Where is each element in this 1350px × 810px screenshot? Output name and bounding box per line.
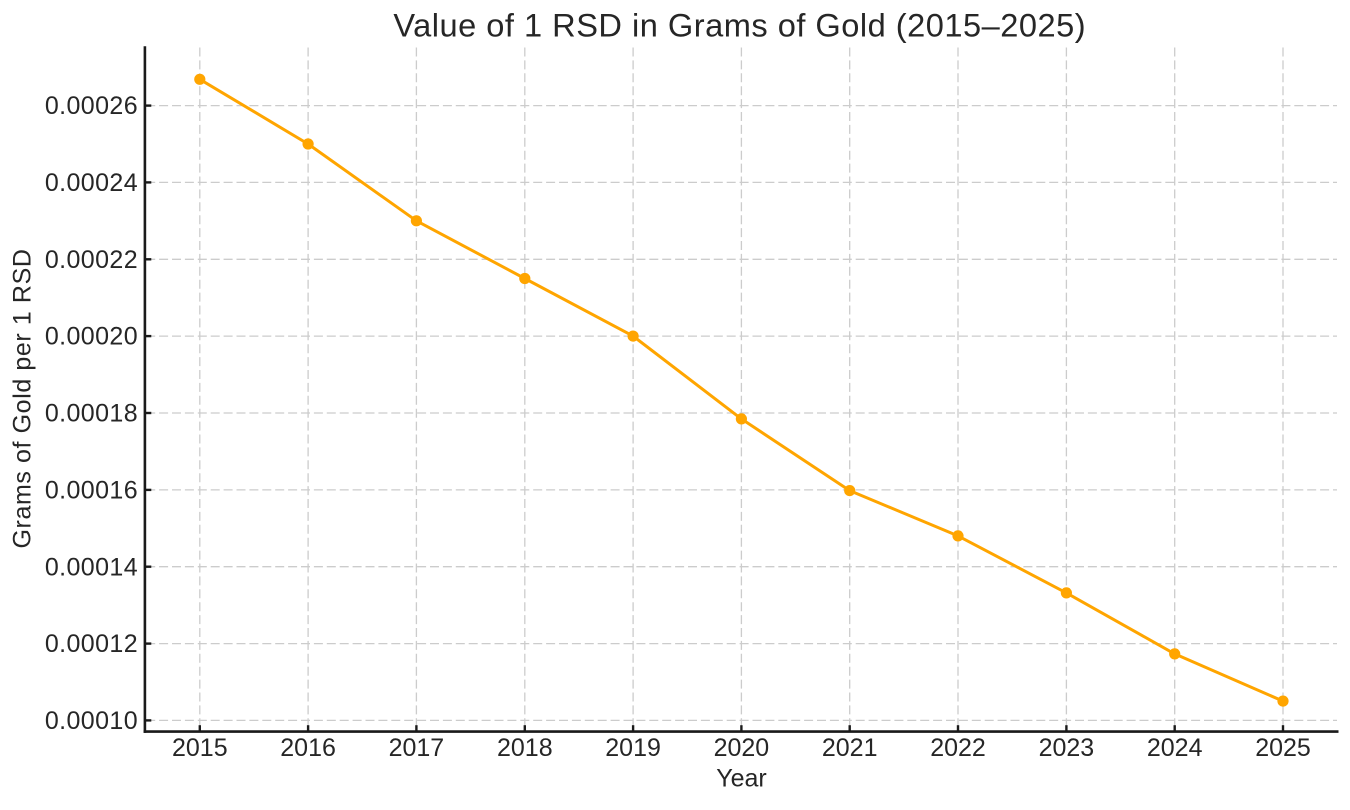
svg-text:2025: 2025 [1255, 734, 1311, 762]
svg-text:0.00016: 0.00016 [45, 477, 138, 505]
svg-text:2020: 2020 [714, 734, 770, 762]
svg-text:2023: 2023 [1039, 734, 1095, 762]
svg-text:2019: 2019 [605, 734, 661, 762]
svg-text:2015: 2015 [172, 734, 228, 762]
svg-text:0.00012: 0.00012 [45, 630, 138, 658]
svg-text:2016: 2016 [280, 734, 336, 762]
svg-text:2022: 2022 [930, 734, 986, 762]
svg-text:Value of 1 RSD in Grams of Gol: Value of 1 RSD in Grams of Gold (2015–20… [393, 6, 1086, 43]
svg-text:0.00014: 0.00014 [45, 553, 138, 581]
svg-text:0.00024: 0.00024 [45, 169, 138, 197]
svg-text:2024: 2024 [1147, 734, 1203, 762]
svg-text:0.00026: 0.00026 [45, 92, 138, 120]
svg-text:2021: 2021 [822, 734, 878, 762]
svg-text:0.00010: 0.00010 [45, 707, 138, 735]
svg-text:0.00018: 0.00018 [45, 400, 138, 428]
svg-text:2018: 2018 [497, 734, 553, 762]
svg-text:2017: 2017 [389, 734, 445, 762]
svg-text:Grams of Gold per 1 RSD: Grams of Gold per 1 RSD [9, 248, 37, 548]
svg-text:0.00020: 0.00020 [45, 323, 138, 351]
svg-text:0.00022: 0.00022 [45, 246, 138, 274]
svg-text:Year: Year [716, 765, 767, 793]
